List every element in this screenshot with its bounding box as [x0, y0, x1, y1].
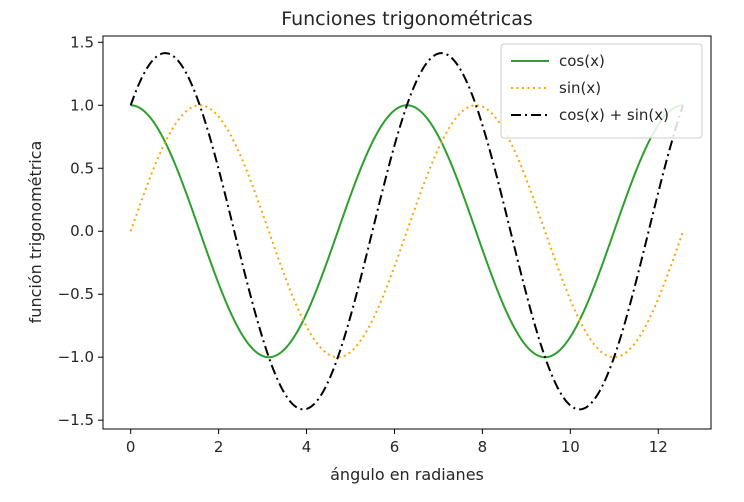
y-axis-ticks: −1.5 −1.0 −0.5 0.0 0.5 1.0 1.5 [58, 33, 103, 429]
series-line [129, 52, 685, 411]
series-line [130, 104, 684, 359]
axes-frame [102, 35, 712, 430]
y-tick-label: 1.5 [70, 33, 94, 51]
y-tick-label: 1.0 [70, 96, 94, 114]
x-tick-label: 2 [214, 438, 224, 456]
y-axis-label: función trigonométrica [26, 141, 45, 324]
x-tick-label: 6 [390, 438, 400, 456]
legend: cos(x) sin(x) cos(x) + sin(x) [500, 43, 703, 139]
x-tick-label: 12 [649, 438, 668, 456]
y-tick-label: −1.0 [58, 348, 94, 366]
x-axis-ticks: 0 2 4 6 8 10 12 [126, 429, 668, 456]
series-layer [129, 52, 685, 411]
y-tick-label: −0.5 [58, 285, 94, 303]
x-axis-label: ángulo en radianes [330, 465, 484, 484]
y-tick-label: 0.5 [70, 159, 94, 177]
x-tick-label: 4 [302, 438, 312, 456]
legend-entry-label: sin(x) [559, 79, 601, 97]
y-tick-label: 0.0 [70, 222, 94, 240]
chart-title: Funciones trigonométricas [281, 8, 533, 30]
x-tick-label: 8 [478, 438, 488, 456]
legend-entry-label: cos(x) [559, 52, 605, 70]
plot-area [102, 35, 712, 430]
legend-entry-label: cos(x) + sin(x) [559, 106, 669, 124]
x-tick-label: 0 [126, 438, 136, 456]
legend-box [500, 43, 703, 139]
y-tick-label: −1.5 [58, 411, 94, 429]
x-tick-label: 10 [561, 438, 580, 456]
series-line [129, 104, 685, 359]
